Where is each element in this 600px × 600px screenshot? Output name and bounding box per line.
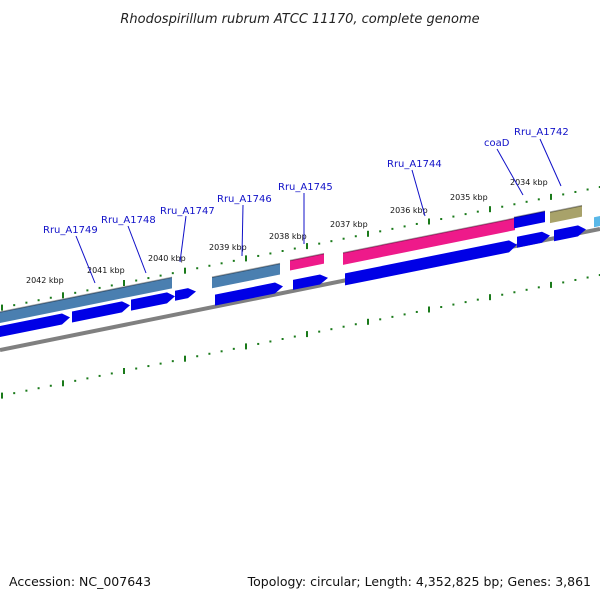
cds-arrow-6 xyxy=(293,274,328,290)
gene-bar-coad-edge xyxy=(513,210,546,219)
cds-arrow-4 xyxy=(175,288,196,301)
map-title: Rhodospirillum rubrum ATCC 11170, comple… xyxy=(120,12,479,27)
gene-bar-rru-a1742-edge xyxy=(549,204,583,213)
gene-bar-rru-a1744 xyxy=(343,218,515,265)
leader-rru-a1746 xyxy=(241,204,244,257)
cds-arrow-7 xyxy=(345,240,517,286)
leader-rru-a1748 xyxy=(127,225,147,274)
gene-bar-rru-a1745 xyxy=(290,253,324,271)
gene-track xyxy=(0,204,583,323)
scale-label-2040: 2040 kbp xyxy=(148,254,186,263)
leader-coad xyxy=(496,148,524,196)
gene-bar-rru-a1742 xyxy=(550,205,582,224)
gene-label-rru-a1747[interactable]: Rru_A1747 xyxy=(160,206,215,217)
gene-bar-rru-a1746-edge xyxy=(211,262,281,278)
leader-rru-a1744 xyxy=(411,169,426,217)
gene-bar-coad xyxy=(514,211,545,229)
cds-arrow-2 xyxy=(72,301,130,323)
cds-arrow-5 xyxy=(215,282,283,306)
gene-labels: Rru_A1749 Rru_A1748 Rru_A1747 Rru_A1746 … xyxy=(43,127,569,236)
cds-arrow-9 xyxy=(554,225,586,242)
scale-label-2035: 2035 kbp xyxy=(450,193,488,202)
gene-label-coad[interactable]: coaD xyxy=(484,138,510,149)
scale-label-2038: 2038 kbp xyxy=(269,232,307,241)
leader-rru-a1749 xyxy=(75,235,96,284)
scale-label-2034: 2034 kbp xyxy=(510,178,548,187)
scale-label-2042: 2042 kbp xyxy=(26,276,64,285)
gene-label-rru-a1746[interactable]: Rru_A1746 xyxy=(217,194,272,205)
cds-arrow-3 xyxy=(131,292,175,311)
cds-arrow-edge xyxy=(594,216,600,228)
cds-arrow-1 xyxy=(0,313,70,337)
scale-label-2036: 2036 kbp xyxy=(390,206,428,215)
scale-label-2041: 2041 kbp xyxy=(87,266,125,275)
gene-label-rru-a1745[interactable]: Rru_A1745 xyxy=(278,182,333,193)
gene-label-rru-a1749[interactable]: Rru_A1749 xyxy=(43,225,98,236)
gene-label-rru-a1744[interactable]: Rru_A1744 xyxy=(387,159,442,170)
outer-tick-ring xyxy=(1,186,600,311)
gene-bar-rru-a1744-edge xyxy=(342,217,516,254)
genome-summary-text: Topology: circular; Length: 4,352,825 bp… xyxy=(247,574,591,589)
cds-track xyxy=(0,216,600,337)
gene-bar-rru-a1746 xyxy=(212,263,280,289)
scale-labels: 2042 kbp 2041 kbp 2040 kbp 2039 kbp 2038… xyxy=(26,178,548,285)
leader-rru-a1747 xyxy=(179,215,187,263)
leader-rru-a1742 xyxy=(539,138,562,187)
scale-label-2037: 2037 kbp xyxy=(330,220,368,229)
gene-bar-rru-a1749-a1747 xyxy=(0,277,172,323)
gene-bar-rru-a1745-edge xyxy=(289,252,325,262)
gene-bar-rru-a1749-a1747-edge xyxy=(0,276,173,313)
scale-label-2039: 2039 kbp xyxy=(209,243,247,252)
gene-label-rru-a1748[interactable]: Rru_A1748 xyxy=(101,215,156,226)
gene-label-leaders xyxy=(75,138,562,284)
gene-label-rru-a1742[interactable]: Rru_A1742 xyxy=(514,127,569,138)
inner-tick-ring xyxy=(1,274,600,399)
cds-arrow-8 xyxy=(517,231,550,248)
accession-text: Accession: NC_007643 xyxy=(9,574,151,589)
